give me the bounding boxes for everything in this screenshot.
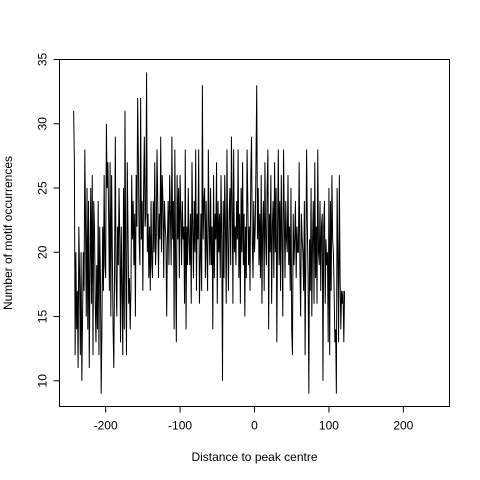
y-axis-title: Number of motif occurrences bbox=[1, 156, 15, 310]
x-tick-label: 100 bbox=[319, 419, 339, 433]
y-tick-label: 35 bbox=[36, 53, 50, 67]
y-tick-label: 25 bbox=[36, 181, 50, 195]
x-tick-label: 200 bbox=[393, 419, 413, 433]
x-tick-label: -200 bbox=[94, 419, 118, 433]
y-axis: 10 15 20 25 30 35 bbox=[36, 53, 60, 388]
y-tick-label: 20 bbox=[36, 245, 50, 259]
x-tick-label: 0 bbox=[251, 419, 258, 433]
series-line bbox=[73, 72, 346, 394]
x-tick-label: -100 bbox=[168, 419, 192, 433]
x-axis-title: Distance to peak centre bbox=[191, 450, 317, 464]
y-tick-label: 30 bbox=[36, 117, 50, 131]
y-tick-label: 10 bbox=[36, 374, 50, 388]
y-tick-label: 15 bbox=[36, 310, 50, 324]
x-axis: -200 -100 0 100 200 bbox=[94, 406, 414, 433]
